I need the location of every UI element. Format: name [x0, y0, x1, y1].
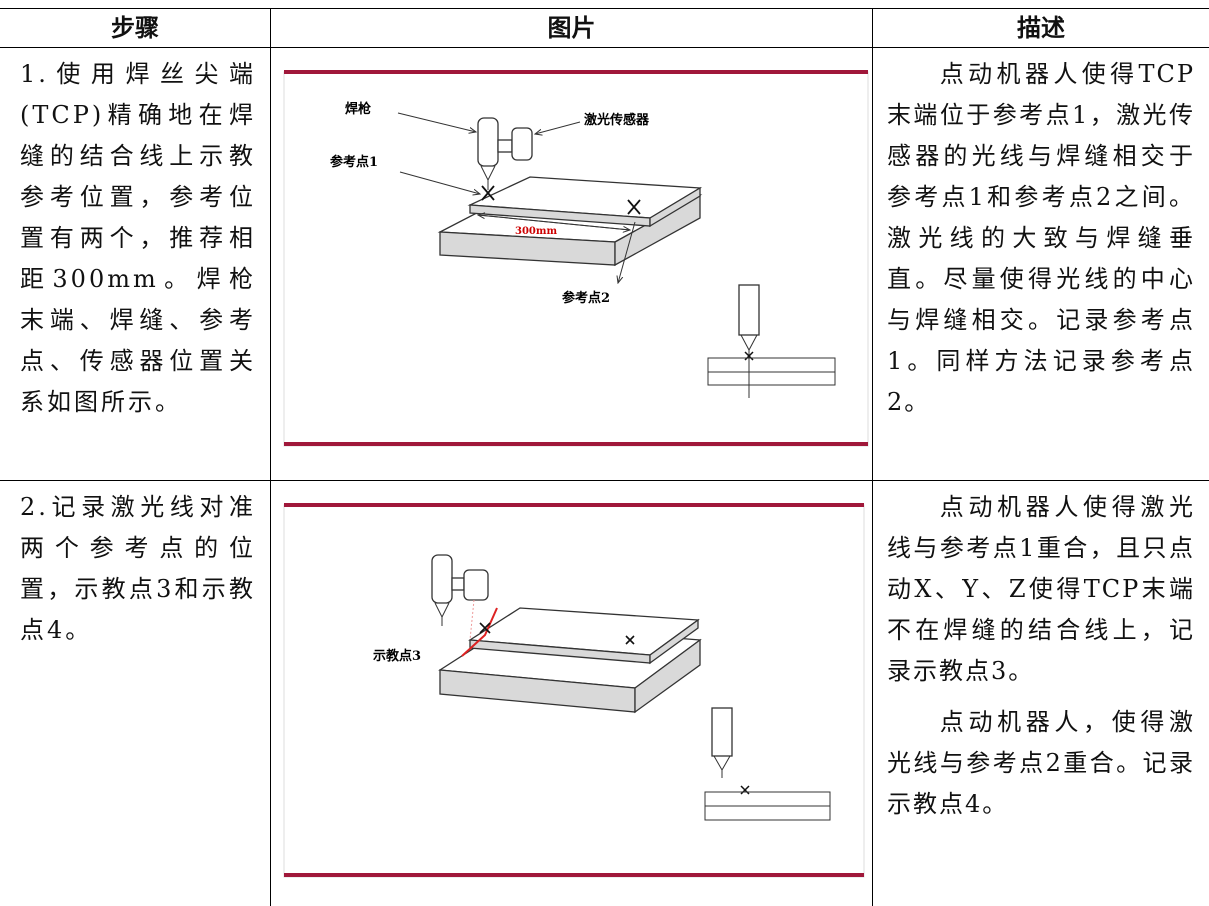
- header-cell: 描述: [1017, 13, 1065, 42]
- arrow: [399, 171, 480, 194]
- description-paragraph: 点动机器人使得TCP末端位于参考点1，激光传感器的光线与焊缝相交于参考点1和参考…: [887, 60, 1195, 416]
- figure-label: 示教点3: [373, 648, 421, 664]
- figure: 焊枪 激光传感器 参考点1 300mm 参考点2: [283, 70, 869, 447]
- rule: [0, 8, 1209, 9]
- rule: [0, 47, 1209, 48]
- x-mark: [740, 785, 750, 795]
- rule: [0, 480, 1209, 481]
- torch: [738, 284, 760, 336]
- header-cell: 图片: [547, 13, 596, 42]
- arrow: [618, 221, 636, 283]
- laser-line: [461, 607, 498, 657]
- x-mark: [744, 351, 754, 361]
- figure: 示教点3: [283, 503, 865, 878]
- plate: [649, 618, 699, 665]
- arrow: [478, 215, 631, 231]
- torch: [477, 117, 499, 167]
- sensor: [497, 139, 513, 153]
- step-text: 1.使用焊丝尖端(TCP)精确地在焊缝的结合线上示教参考位置，参考位置有两个，推…: [20, 60, 256, 416]
- x-mark: [479, 622, 635, 645]
- red-rule: [284, 70, 868, 74]
- plate: [649, 186, 701, 228]
- step-text: 2.记录激光线对准两个参考点的位置，示教点3和示教点4。: [20, 493, 256, 644]
- description: 点动机器人使得激光线与参考点1重合，且只点动X、Y、Z使得TCP末端不在焊缝的结…: [887, 487, 1195, 835]
- laser: [469, 599, 475, 641]
- red-rule: [284, 873, 864, 877]
- figure-label: 激光传感器: [584, 112, 650, 128]
- plate: [634, 638, 701, 714]
- rule: [872, 8, 873, 906]
- figure-label: 参考点1: [330, 154, 378, 170]
- figure-label: 300mm: [515, 226, 557, 237]
- torch: [431, 554, 453, 604]
- red-rule: [284, 503, 864, 507]
- sensor: [463, 569, 489, 601]
- description: 点动机器人使得TCP末端位于参考点1，激光传感器的光线与焊缝相交于参考点1和参考…: [887, 54, 1195, 433]
- torch: [711, 707, 733, 757]
- description-paragraph: 点动机器人使得激光线与参考点1重合，且只点动X、Y、Z使得TCP末端不在焊缝的结…: [887, 493, 1195, 685]
- red-rule: [284, 442, 868, 446]
- figure-label: 焊枪: [345, 101, 371, 117]
- arrow: [535, 121, 581, 134]
- figure-label: 参考点2: [562, 290, 610, 306]
- header-cell: 步骤: [111, 13, 159, 42]
- sensor: [511, 127, 533, 161]
- sensor: [451, 577, 465, 591]
- description-paragraph: 点动机器人，使得激光线与参考点2重合。记录示教点4。: [887, 708, 1195, 818]
- arrow: [397, 112, 476, 132]
- x-mark: [481, 185, 641, 215]
- rule: [270, 8, 271, 906]
